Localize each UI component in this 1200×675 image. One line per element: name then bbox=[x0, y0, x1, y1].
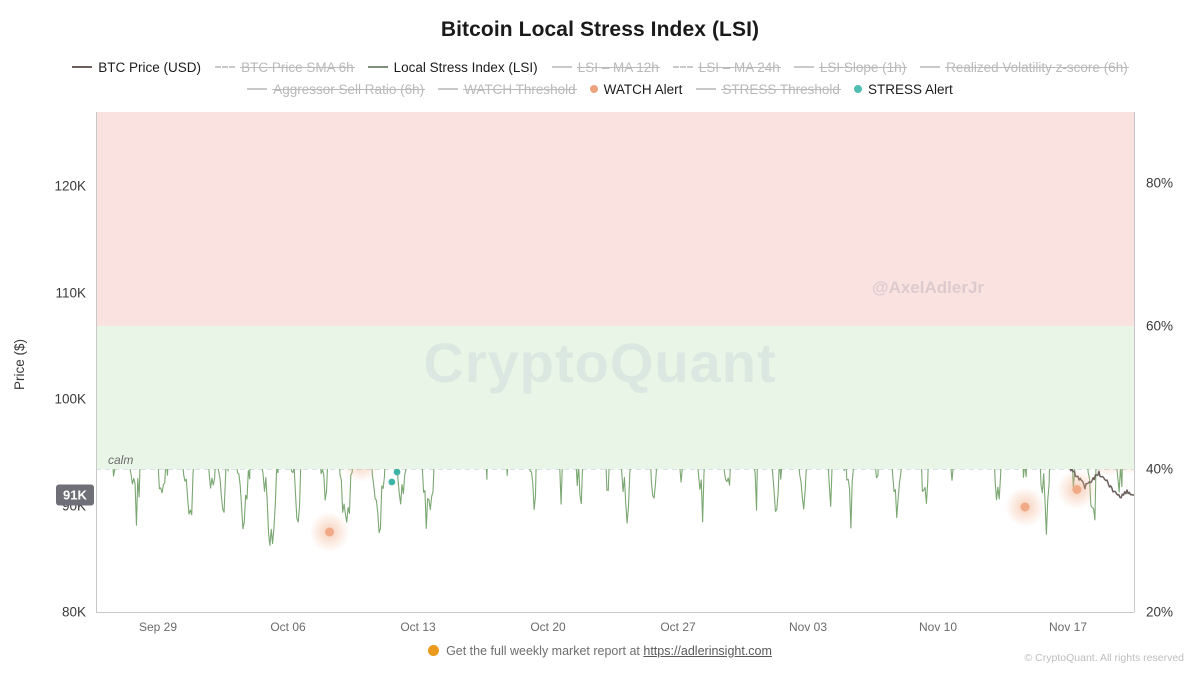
legend-item-realized-volatility-z-score-6h[interactable]: Realized Volatility z-score (6h) bbox=[920, 59, 1129, 75]
legend-item-watch-threshold[interactable]: WATCH Threshold bbox=[438, 81, 577, 97]
legend-item-lsi-ma-12h[interactable]: LSI – MA 12h bbox=[551, 59, 660, 75]
y-axis-left-tick: 80K bbox=[61, 604, 86, 620]
legend-line-icon bbox=[920, 66, 941, 68]
legend-item-label: LSI – MA 12h bbox=[576, 59, 660, 75]
alert-marker-watch bbox=[1072, 485, 1082, 494]
legend-item-lsi-slope-1h[interactable]: LSI Slope (1h) bbox=[793, 59, 908, 75]
x-axis-tick: Oct 06 bbox=[270, 620, 306, 634]
copyright-text: © CryptoQuant. All rights reserved bbox=[1024, 652, 1184, 664]
legend-item-stress-alert[interactable]: STRESS Alert bbox=[853, 81, 953, 97]
legend-item-stress-threshold[interactable]: STRESS Threshold bbox=[696, 81, 841, 97]
alert-marker-stress bbox=[388, 478, 396, 486]
y-axis-left-tick: 100K bbox=[54, 391, 86, 407]
legend-item-label: Aggressor Sell Ratio (6h) bbox=[272, 81, 425, 97]
y-axis-left-tick: 110K bbox=[55, 285, 86, 301]
legend-line-icon bbox=[551, 66, 572, 68]
legend-item-aggressor-sell-ratio-6h[interactable]: Aggressor Sell Ratio (6h) bbox=[247, 81, 425, 97]
y-axis-left-tick: 120K bbox=[54, 178, 86, 194]
alert-marker-watch bbox=[325, 527, 335, 537]
legend-item-label: WATCH Alert bbox=[603, 81, 683, 97]
footer-cta: Get the full weekly market report at htt… bbox=[0, 644, 1200, 658]
legend-item-label: STRESS Threshold bbox=[721, 81, 841, 97]
y-axis-right-tick: 20% bbox=[1146, 604, 1174, 620]
plot-area bbox=[96, 112, 1134, 612]
legend-item-local-stress-index-lsi[interactable]: Local Stress Index (LSI) bbox=[367, 59, 538, 75]
calm-annotation: calm bbox=[108, 453, 134, 468]
legend-item-label: LSI Slope (1h) bbox=[818, 59, 908, 75]
footer-cta-text: Get the full weekly market report at bbox=[446, 644, 644, 658]
legend-line-icon bbox=[367, 66, 388, 68]
legend-line-icon bbox=[696, 88, 717, 90]
x-axis-tick: Nov 03 bbox=[788, 620, 828, 634]
legend-item-watch-alert[interactable]: WATCH Alert bbox=[589, 81, 683, 97]
legend-item-label: BTC Price SMA 6h bbox=[240, 59, 355, 75]
legend-item-label: LSI – MA 24h bbox=[697, 59, 781, 75]
current-price-badge: 91K bbox=[56, 484, 94, 506]
x-axis-tick: Oct 13 bbox=[400, 620, 436, 634]
x-axis-tick: Oct 27 bbox=[660, 620, 696, 634]
chart-legend: BTC Price (USD) BTC Price SMA 6h Local Str… bbox=[0, 56, 1200, 100]
y-axis-left-line bbox=[96, 112, 97, 612]
legend-line-icon bbox=[793, 66, 814, 68]
legend-line-icon bbox=[247, 88, 268, 90]
legend-item-btc-price-sma-6h[interactable]: BTC Price SMA 6h bbox=[215, 59, 355, 75]
y-axis-right-tick: 60% bbox=[1146, 318, 1174, 334]
legend-row-2: Aggressor Sell Ratio (6h) WATCH Threshold… bbox=[0, 78, 1200, 100]
alert-marker-watch bbox=[1020, 502, 1030, 512]
y-axis-left-title: Price ($) bbox=[12, 338, 27, 390]
y-axis-right-tick: 80% bbox=[1146, 175, 1174, 191]
legend-line-icon bbox=[672, 66, 693, 68]
legend-item-label: Local Stress Index (LSI) bbox=[393, 59, 538, 75]
x-axis-tick: Nov 17 bbox=[1048, 620, 1088, 634]
legend-item-label: STRESS Alert bbox=[867, 81, 953, 97]
footer-cta-link[interactable]: https://adlerinsight.com bbox=[643, 644, 772, 658]
legend-item-btc-price-usd[interactable]: BTC Price (USD) bbox=[72, 60, 201, 75]
x-axis-tick: Oct 20 bbox=[530, 620, 566, 634]
x-axis-tick: Nov 10 bbox=[918, 620, 958, 634]
legend-dot-icon bbox=[589, 85, 598, 93]
x-axis-line bbox=[96, 612, 1134, 613]
y-axis-right-line bbox=[1134, 112, 1135, 612]
band-watch-zone bbox=[96, 326, 1134, 470]
legend-item-lsi-ma-24h[interactable]: LSI – MA 24h bbox=[672, 59, 781, 75]
alert-marker-stress bbox=[393, 468, 401, 476]
legend-item-label: Realized Volatility z-score (6h) bbox=[945, 59, 1129, 75]
bullet-icon bbox=[428, 645, 440, 656]
legend-item-label: WATCH Threshold bbox=[463, 81, 577, 97]
legend-row-1: BTC Price (USD) BTC Price SMA 6h Local Str… bbox=[0, 56, 1200, 78]
legend-item-label: BTC Price (USD) bbox=[98, 59, 202, 75]
page-title: Bitcoin Local Stress Index (LSI) bbox=[440, 18, 760, 41]
x-axis-tick: Sep 29 bbox=[138, 620, 178, 634]
legend-dot-icon bbox=[853, 85, 862, 93]
legend-line-icon bbox=[215, 66, 236, 68]
legend-line-icon bbox=[438, 88, 459, 90]
legend-line-icon bbox=[72, 66, 93, 68]
band-stress-zone bbox=[96, 112, 1134, 327]
y-axis-right-tick: 40% bbox=[1146, 461, 1174, 477]
